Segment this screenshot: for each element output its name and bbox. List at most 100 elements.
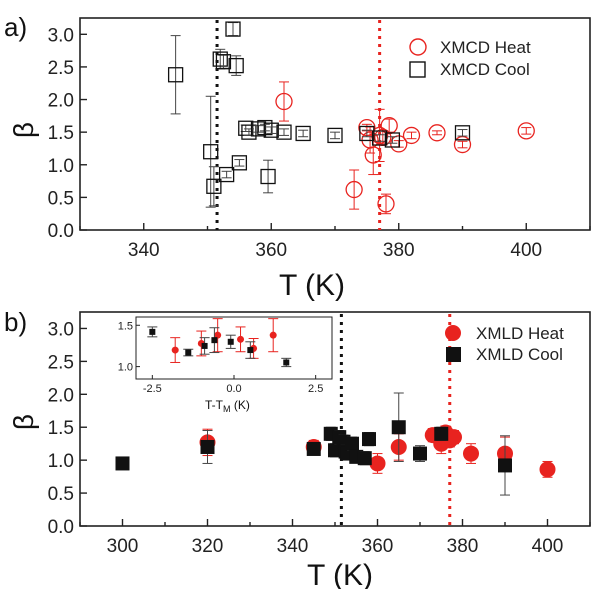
panel-a-y-ticks: 0.0 0.5 1.0 1.5 2.0 2.5 3.0 [48,25,87,242]
data-point [225,21,241,37]
y-tick-label: 0.5 [48,188,74,209]
heat-marker [402,126,421,145]
data-point [434,426,449,441]
data-point [295,125,311,142]
data-point [115,456,130,471]
x-tick-label: 400 [510,240,542,261]
inset-x-tick-label: -2.5 [143,383,162,395]
heat-marker [428,124,446,142]
data-point [498,435,512,496]
y-tick-label: 0.0 [48,517,74,538]
data-point [377,193,395,215]
heat-marker [539,461,556,478]
cool-marker [115,456,130,471]
y-tick-label: 2.5 [48,352,74,373]
panel-a-legend: XMCD Heat XMCD Cool [409,38,531,79]
y-tick-label: 2.0 [48,385,74,406]
cool-marker [276,124,292,140]
data-point [199,337,210,355]
inset-xlabel-main: T-T [205,398,224,412]
cool-marker [371,130,388,146]
panel-b: b) 0.0 0.5 1.0 1.5 2.0 2.5 3.0 300 320 340 360 380… [4,307,591,589]
cool-marker [413,446,427,461]
y-tick-label: 3.0 [48,25,74,46]
data-point [245,341,256,359]
cool-marker [212,51,228,67]
cool-marker [345,436,359,451]
heat-marker [237,335,245,343]
data-point [359,125,375,142]
cool-marker [362,432,376,447]
y-tick-label: 1.0 [48,156,74,177]
heat-marker [269,331,277,339]
data-point [218,166,235,183]
data-point [268,318,279,353]
data-point [413,445,427,462]
data-point [200,430,215,464]
cool-marker [227,338,234,345]
cool-marker [203,144,219,160]
data-point [345,436,359,451]
legend-xmld-heat: XMLD Heat [476,324,564,343]
legend-heat-filled-marker [445,325,461,341]
panel-a-y-axis-label: β [8,122,39,138]
data-point [228,55,244,76]
data-point [260,159,276,194]
data-point [384,132,401,148]
y-tick-label: 1.5 [48,418,74,439]
panel-a: a) 0.00.51.01.52.02.53.0 340 360 380 400 β … [4,12,591,302]
data-point [369,453,386,474]
data-point [517,122,535,140]
data-point [463,443,479,464]
panel-b-y-axis-label: β [8,414,39,430]
data-point [263,122,279,138]
inset-x-tick-label: 2.5 [308,383,323,395]
heat-marker [275,92,293,111]
data-point [203,95,219,208]
y-tick-label: 3.0 [48,319,74,340]
cool-marker [306,441,321,456]
panel-b-legend: XMLD Heat XMLD Cool [445,324,564,364]
data-point [327,127,343,144]
data-point [196,330,207,357]
cool-marker [185,349,192,356]
data-point [402,126,421,145]
cool-marker [167,67,184,83]
cool-marker [263,122,279,138]
heat-marker [171,346,179,354]
data-point [212,318,223,353]
data-point [371,130,388,146]
data-point [345,169,363,210]
cool-marker [215,54,232,70]
legend-heat-open-marker [409,38,427,56]
data-point [454,125,471,141]
data-point [167,35,184,115]
heat-marker [377,195,395,213]
data-point [183,348,194,357]
x-tick-label: 340 [128,240,160,261]
data-point [539,460,556,478]
y-tick-label: 1.5 [48,123,74,144]
heat-marker [463,445,479,462]
y-tick-label: 1.0 [48,451,74,472]
data-point [281,357,292,368]
cool-marker [201,342,208,349]
inset-y-tick-label: 1.0 [118,362,133,374]
data-point [357,451,372,466]
data-point [453,135,472,154]
y-tick-label: 2.5 [48,58,74,79]
cool-marker [228,57,244,74]
cool-marker [359,125,375,142]
inset-y-tick-label: 1.5 [118,320,133,332]
panel-a-label: a) [4,12,27,42]
x-tick-label: 380 [447,536,479,557]
legend-xmcd-cool: XMCD Cool [440,60,530,79]
y-tick-label: 0.5 [48,484,74,505]
cool-marker [295,125,311,142]
x-tick-label: 360 [255,240,287,261]
x-tick-label: 360 [362,536,394,557]
legend-xmcd-heat: XMCD Heat [440,38,531,57]
heat-marker [369,455,386,472]
cool-marker [260,168,276,185]
x-tick-label: 320 [192,536,224,557]
